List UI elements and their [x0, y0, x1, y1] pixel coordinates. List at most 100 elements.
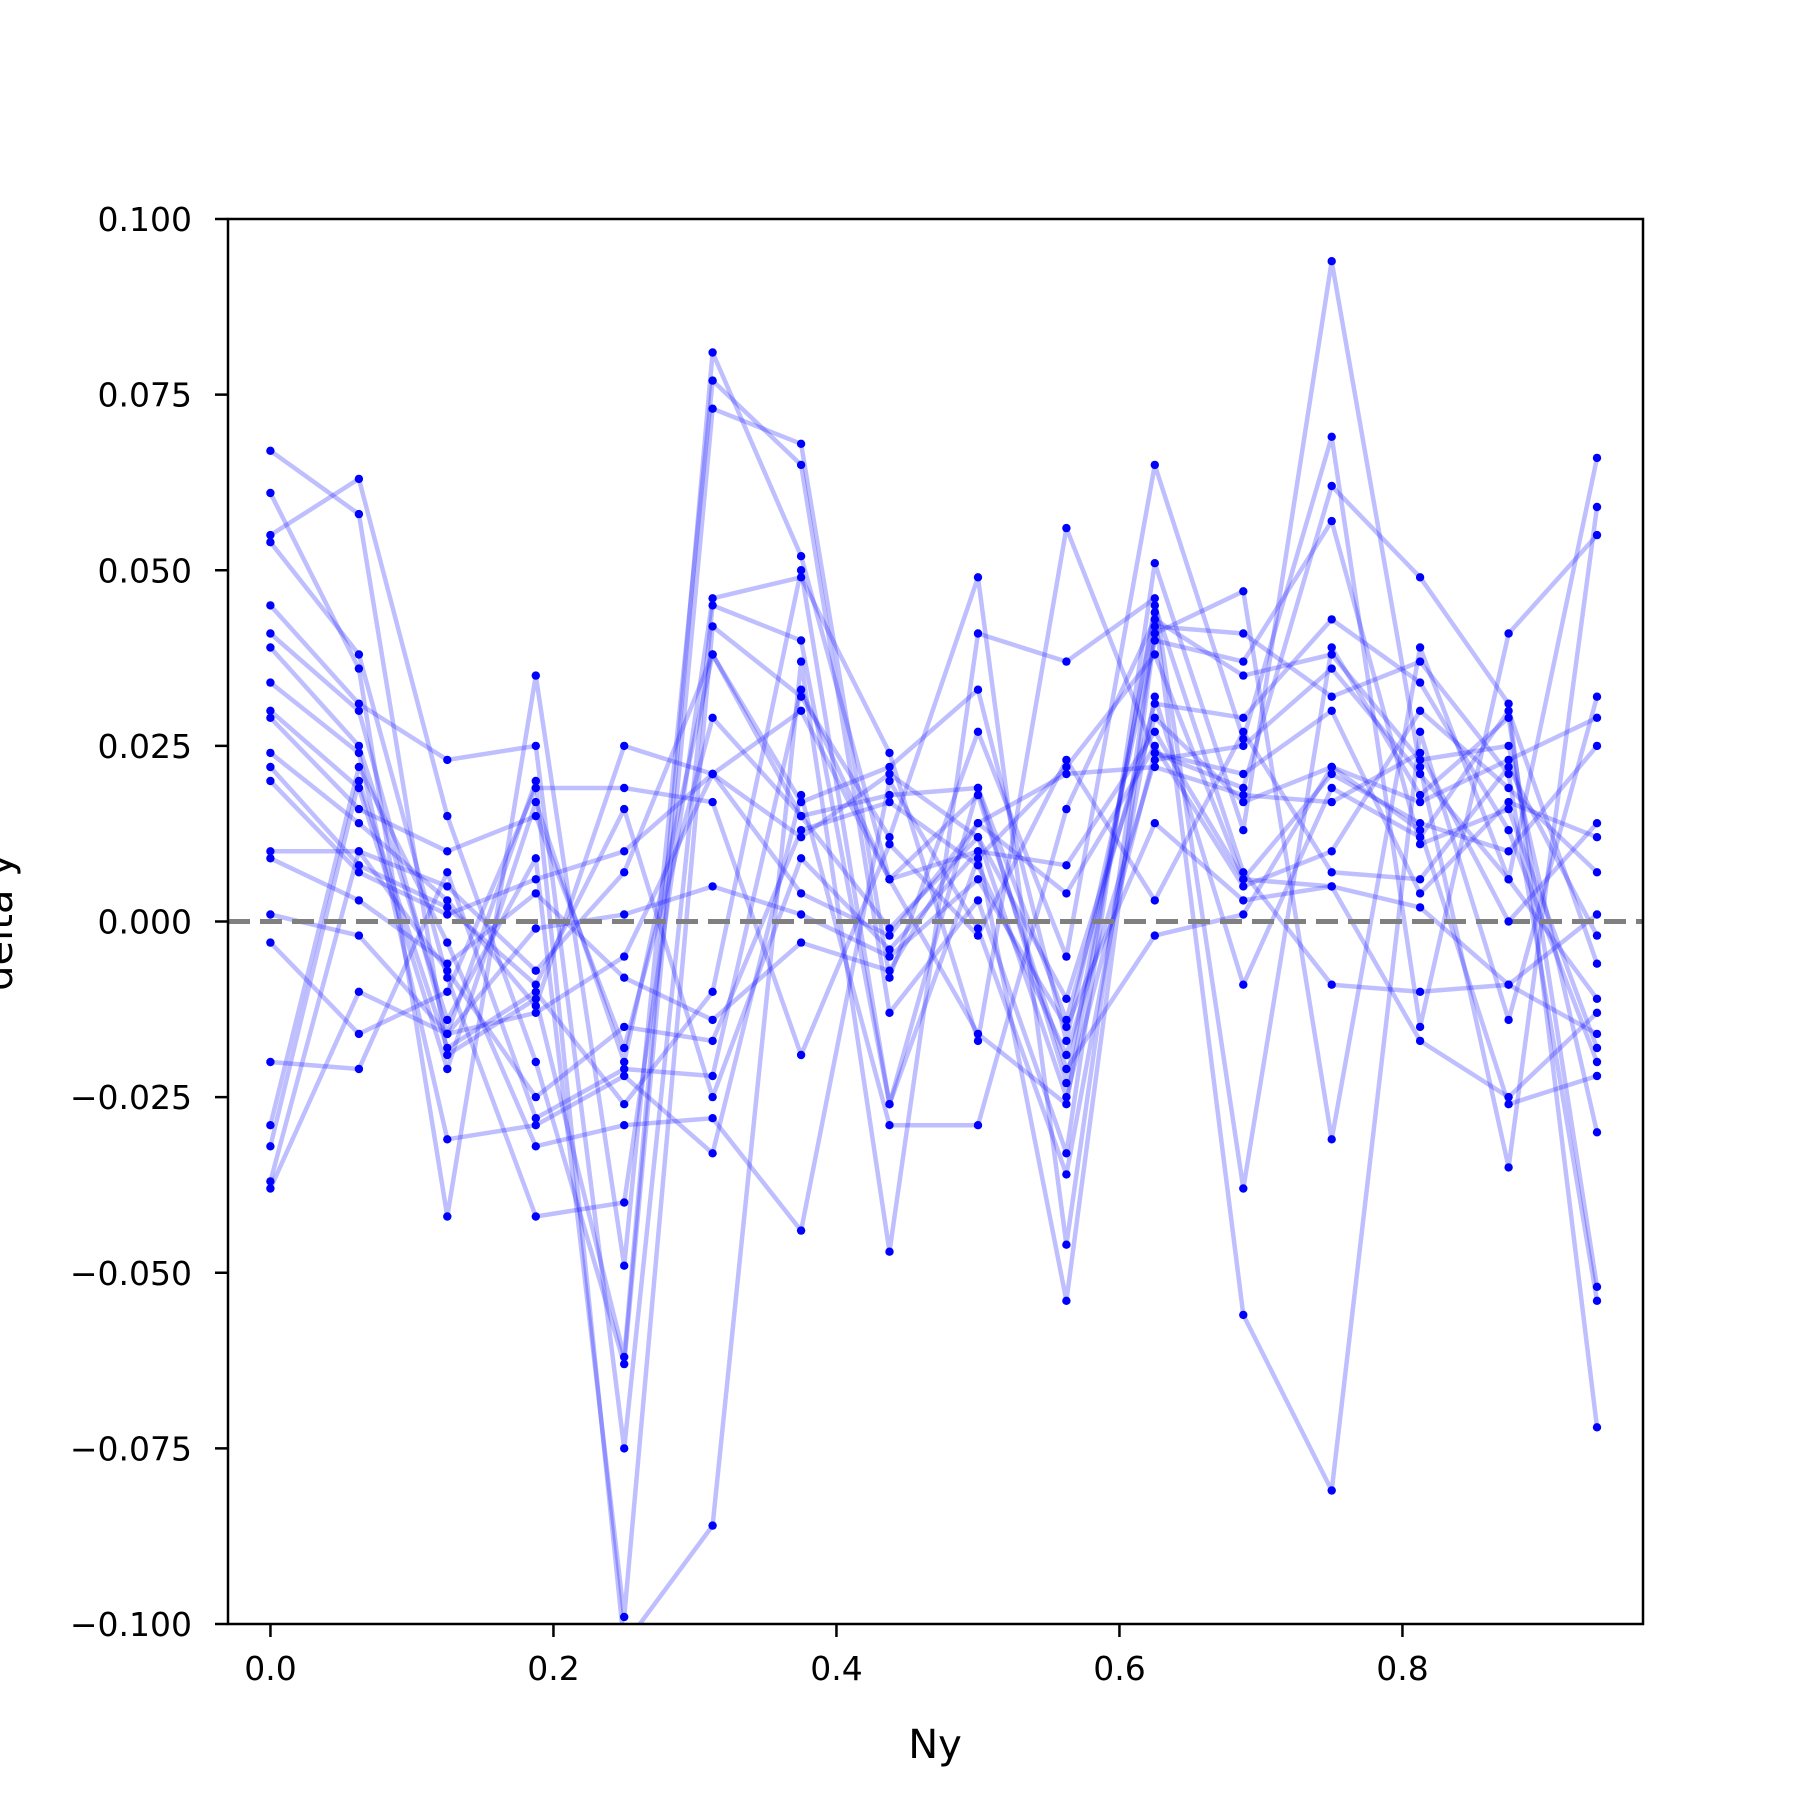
data-point — [1062, 1170, 1071, 1179]
data-point — [1150, 629, 1160, 638]
data-point — [443, 811, 452, 821]
series-line-1 — [268, 350, 1600, 1360]
data-point — [354, 987, 364, 996]
data-point — [1327, 847, 1336, 856]
data-point — [531, 994, 540, 1003]
data-point — [796, 889, 806, 898]
data-point — [531, 741, 540, 751]
data-point — [1592, 1071, 1602, 1081]
data-point — [620, 1198, 629, 1207]
data-point — [1062, 762, 1071, 772]
series-line-15 — [268, 750, 1600, 1023]
data-point — [443, 987, 452, 996]
data-point — [796, 636, 806, 645]
data-point — [1150, 650, 1160, 659]
data-point — [1062, 755, 1071, 765]
data-point — [1239, 783, 1248, 793]
data-point — [1062, 804, 1071, 814]
data-point — [266, 601, 275, 610]
data-point — [708, 797, 717, 807]
data-point — [266, 1184, 275, 1193]
series-line-18 — [268, 687, 1600, 1121]
data-point — [796, 854, 806, 863]
data-point — [1592, 959, 1602, 968]
y-tick-label: −0.075 — [70, 1429, 192, 1468]
data-point — [1592, 994, 1602, 1003]
data-point — [1415, 706, 1425, 715]
data-point — [1062, 1022, 1071, 1032]
data-point — [1150, 762, 1160, 772]
data-point — [1239, 980, 1248, 989]
y-tick-label: 0.075 — [98, 376, 192, 415]
data-point — [1327, 664, 1336, 673]
data-point — [708, 1092, 717, 1102]
data-point — [1062, 1240, 1071, 1249]
data-point — [443, 896, 452, 905]
data-point — [1415, 875, 1425, 884]
data-point — [443, 1064, 452, 1074]
data-point — [266, 629, 275, 638]
data-point — [973, 685, 983, 694]
data-point — [266, 1121, 275, 1130]
series-line-21 — [268, 652, 1600, 1184]
data-point — [973, 1121, 983, 1130]
data-point — [1592, 530, 1602, 540]
data-point — [620, 1057, 629, 1067]
y-axis-label: delta y — [0, 853, 22, 991]
data-point — [1504, 875, 1513, 884]
data-point — [708, 622, 717, 631]
data-point — [1327, 980, 1336, 989]
data-point — [531, 889, 540, 898]
data-point — [354, 748, 364, 758]
series-line-17 — [268, 729, 1600, 1058]
data-point — [354, 804, 364, 814]
data-point — [354, 706, 364, 715]
data-point — [443, 868, 452, 877]
data-point — [1150, 896, 1160, 905]
data-point — [354, 783, 364, 793]
data-point — [443, 1043, 452, 1053]
data-point — [1415, 755, 1425, 765]
data-point — [1150, 755, 1160, 765]
data-point — [1415, 748, 1425, 758]
data-point — [1504, 1163, 1513, 1172]
data-point — [266, 706, 275, 715]
data-point — [531, 1114, 540, 1123]
data-point — [1062, 657, 1071, 666]
data-point — [885, 931, 894, 940]
data-point — [1239, 671, 1248, 680]
series-line-20 — [268, 567, 1600, 1149]
data-point — [1327, 706, 1336, 715]
data-point — [1504, 804, 1513, 814]
data-point — [1239, 587, 1248, 596]
data-point — [1504, 741, 1513, 751]
data-point — [443, 847, 452, 856]
y-tick-label: −0.050 — [70, 1254, 192, 1293]
data-point — [885, 840, 894, 849]
data-point — [1239, 882, 1248, 891]
data-point — [1239, 629, 1248, 638]
data-point — [1239, 734, 1248, 744]
data-point — [443, 973, 452, 982]
data-point — [1062, 769, 1071, 779]
data-point — [354, 762, 364, 772]
data-point — [266, 854, 275, 863]
data-point — [1150, 727, 1160, 736]
data-point — [620, 910, 629, 919]
data-point — [885, 1008, 894, 1017]
data-point — [796, 657, 806, 666]
data-point — [620, 804, 629, 814]
data-point — [1150, 692, 1160, 701]
data-point — [1327, 643, 1336, 652]
series-line-8 — [268, 617, 1600, 1156]
data-point — [1592, 910, 1602, 919]
y-tick-label: −0.025 — [70, 1078, 192, 1117]
series-line-5 — [268, 603, 1600, 1493]
data-point — [1327, 516, 1336, 526]
data-point — [1150, 594, 1160, 603]
series-line-22 — [268, 603, 1600, 1191]
data-point — [1150, 559, 1160, 568]
data-point — [1592, 1282, 1602, 1292]
data-point — [885, 769, 894, 779]
data-point — [266, 678, 275, 687]
